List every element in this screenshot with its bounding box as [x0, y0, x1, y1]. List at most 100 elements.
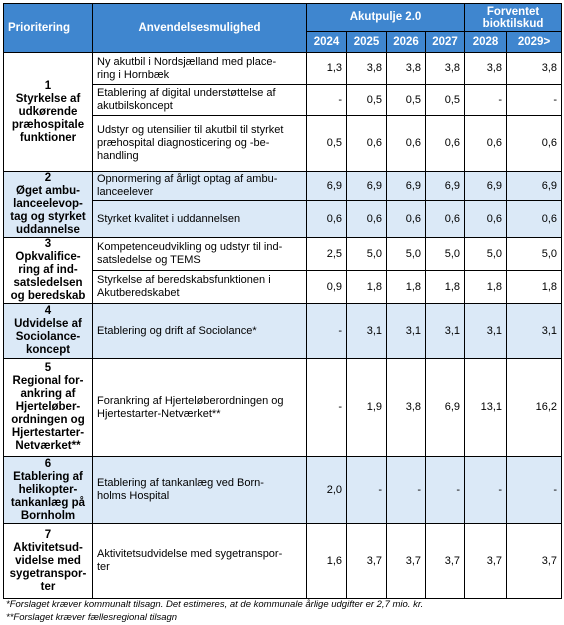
value-cell: 2,0 — [306, 456, 347, 524]
value-cell: 6,9 — [306, 170, 347, 202]
description-cell: Etablering af tankanlæg ved Born-holms H… — [92, 456, 307, 524]
text-line: uddannelse — [16, 224, 80, 236]
text-line: lanceelever — [97, 186, 154, 199]
priority-number: 2 — [44, 172, 52, 185]
text-line: koncept — [25, 344, 71, 356]
text-line: ring i Hornbæk — [97, 68, 170, 81]
text-line: ter — [40, 580, 56, 593]
text-line: Bornholm — [20, 509, 76, 522]
header-row: Prioritering Anvendelsesmulighed Akutpulje… — [3, 3, 563, 53]
description-cell: Forankring af Hjerteløberordningen og Hje… — [92, 358, 307, 457]
table-row: 4 Udvidelse af Sociolance-koncept Etablerin… — [3, 303, 563, 359]
value-cell: 6,9 — [464, 170, 508, 202]
text-line: holms Hospital — [97, 490, 170, 502]
text-line: præhospitale — [11, 118, 85, 131]
column-header: Prioritering — [3, 3, 93, 53]
text-line: Styrkelse af beredskabsfunktionen i — [97, 274, 271, 286]
description-cell: Styrkelse af beredskabsfunktionen i Akutb… — [92, 270, 307, 304]
table-row: 1 Styrkelse af udkørende præhospitale funkti… — [3, 52, 563, 172]
text-line: Forventet — [486, 5, 540, 18]
value-cell: 5,0 — [464, 237, 508, 271]
priority-number: 6 — [44, 457, 52, 470]
value-cell: 3,1 — [424, 303, 466, 359]
value-cell: 0,6 — [346, 200, 387, 238]
value-cell: 3,8 — [346, 52, 387, 85]
column-header: Forventet bioktilskud — [464, 3, 563, 32]
value-cell: - — [424, 456, 466, 524]
table-row: 3 Opkvalifice-ring af ind-satsledelsen og … — [3, 237, 563, 304]
value-cell: 13,1 — [464, 358, 508, 457]
text-line: Hjerteløber- — [15, 401, 81, 413]
priority-cell: 7 Aktivitetsud-videlse med sygetranspor-te… — [3, 523, 93, 599]
value-cell: 0,5 — [424, 84, 466, 116]
text-line: helikopter- — [18, 483, 78, 496]
value-cell: 6,9 — [424, 170, 466, 202]
value-cell: 16,2 — [506, 358, 563, 457]
value-cell: 3,7 — [424, 523, 466, 599]
description-cell: Aktivitetsudvidelse med sygetranspor-ter — [92, 523, 307, 599]
text-line: Sociolance- — [15, 331, 81, 343]
text-line: Opkvalifice- — [15, 251, 81, 263]
table-row: 2 Øget ambu-lanceelevop-tag og styrket udd… — [3, 170, 563, 238]
text-line: Akutberedskabet — [97, 287, 180, 299]
description-cell: Opnormering af årligt optag af ambu-lanc… — [92, 170, 307, 202]
value-cell: 1,8 — [464, 270, 508, 304]
text-line: Styrkelse af — [15, 92, 81, 105]
footnote: **Forslaget kræver fællesregional tilsag… — [6, 612, 178, 623]
text-line: akutbilskoncept — [97, 100, 173, 112]
column-header: Anvendelsesmulighed — [92, 3, 307, 53]
text-line: Netværket** — [15, 440, 81, 452]
value-cell: 1,6 — [306, 523, 347, 599]
value-cell: - — [346, 456, 387, 524]
value-cell: 1,3 — [306, 52, 347, 85]
column-header: Akutpulje 2.0 — [305, 3, 466, 32]
priority-cell: 2 Øget ambu-lanceelevop-tag og styrket udd… — [3, 171, 93, 238]
value-cell: 6,9 — [424, 358, 466, 457]
value-cell: 1,9 — [346, 358, 387, 457]
value-cell: 1,8 — [346, 270, 387, 304]
description-cell: Udstyr og utensilier til akutbil til sty… — [92, 115, 307, 172]
value-cell: 0,6 — [506, 115, 563, 172]
text-line: satsledelsen — [13, 277, 83, 289]
text-line: handling — [97, 150, 139, 162]
value-cell: 3,7 — [346, 523, 387, 599]
text-line: satsledelse og TEMS — [97, 254, 201, 266]
value-cell: 0,6 — [386, 115, 426, 172]
value-cell: 3,1 — [506, 303, 563, 359]
value-cell: 3,1 — [464, 303, 508, 359]
value-cell: 0,5 — [386, 84, 426, 116]
value-cell: 5,0 — [346, 237, 387, 271]
text-line: bioktilskud — [482, 17, 544, 30]
description-cell: Etablering af digital understøttelse af a… — [92, 84, 307, 116]
value-cell: 0,5 — [346, 84, 387, 116]
value-cell: - — [306, 84, 347, 116]
value-cell: 5,0 — [386, 237, 426, 271]
year-header: 2028 — [464, 31, 508, 53]
text-line: Hjertestarter- — [11, 427, 85, 439]
text-line: Etablering af — [13, 470, 83, 483]
text-line: Aktivitetsudvidelse med sygetranspor- — [97, 548, 283, 560]
priority-cell: 3 Opkvalifice-ring af ind-satsledelsen og … — [3, 237, 93, 304]
text-line: Udvidelse af — [14, 318, 82, 330]
year-header: 2024 — [306, 31, 347, 53]
value-cell: 3,1 — [386, 303, 426, 359]
priority-number: 1 — [44, 79, 52, 92]
value-cell: 0,6 — [424, 115, 466, 172]
table-row: 7 Aktivitetsud-videlse med sygetranspor-te… — [3, 523, 563, 599]
value-cell: 3,8 — [386, 358, 426, 457]
budget-table: Prioritering Anvendelsesmulighed Akutpulje… — [3, 3, 563, 599]
text-line: Etablering og drift af Sociolance* — [97, 324, 257, 337]
priority-cell: 1 Styrkelse af udkørende præhospitale funkti… — [3, 52, 93, 172]
description-cell: Ny akutbil i Nordsjælland med place-ring… — [92, 52, 307, 85]
text-line: Opnormering af årligt optag af ambu- — [97, 173, 278, 186]
value-cell: 3,8 — [464, 52, 508, 85]
value-cell: 0,6 — [346, 115, 387, 172]
value-cell: 1,8 — [386, 270, 426, 304]
text-line: ter — [97, 561, 110, 573]
value-cell: 5,0 — [506, 237, 563, 271]
priority-cell: 4 Udvidelse af Sociolance-koncept — [3, 303, 93, 359]
priority-number: 4 — [44, 305, 52, 317]
priority-cell: 6 Etablering af helikopter-tankanlæg på Bor… — [3, 456, 93, 524]
value-cell: - — [464, 456, 508, 524]
